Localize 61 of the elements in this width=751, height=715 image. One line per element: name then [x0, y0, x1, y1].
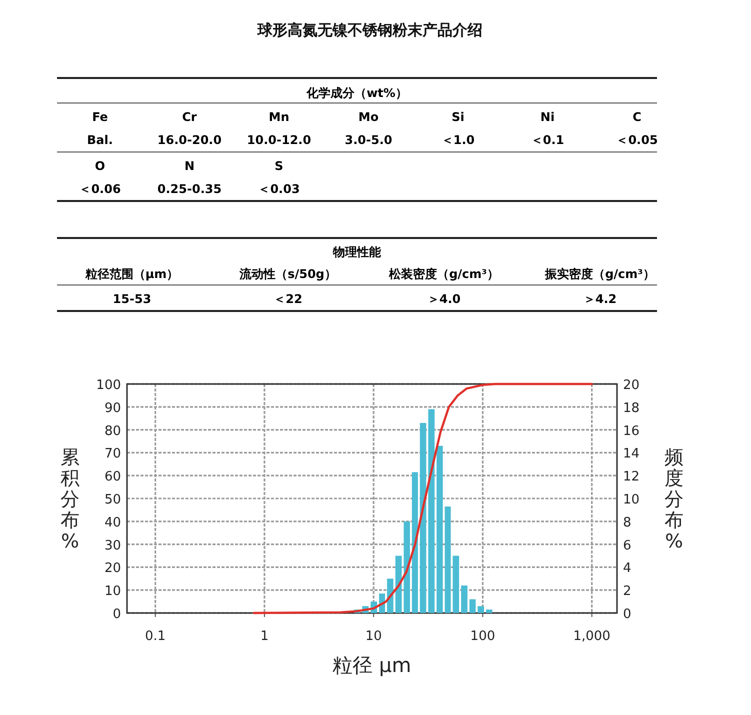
y-tick-label: 40: [104, 515, 121, 530]
x-axis-title: 粒径 μm: [332, 653, 412, 677]
y-tick-label: 0: [112, 607, 121, 622]
text: 粒径范围（μm）: [84, 267, 179, 281]
y2-tick-label: 16: [623, 424, 640, 439]
text: 流动性（s/50g）: [238, 267, 336, 281]
x-tick-label: 1,000: [573, 629, 610, 644]
y2-tick-label: 12: [623, 470, 640, 485]
text: 3.0-5.0: [344, 133, 392, 147]
y2-axis-title: 频度分布%: [664, 446, 684, 552]
y2-tick-label: 8: [623, 515, 632, 530]
text: Mo: [358, 110, 379, 124]
text: Bal.: [87, 133, 113, 147]
text: S: [274, 159, 284, 173]
y2-tick-label: 2: [623, 584, 632, 600]
y-tick-label: 70: [104, 446, 121, 462]
text: ＞4.2: [583, 292, 617, 306]
text: 0.25-0.35: [157, 182, 222, 196]
text: Si: [452, 110, 464, 124]
x-tick-label: 1: [260, 629, 269, 644]
text: 松装密度（g/cm³）: [388, 267, 499, 281]
y2-tick-label: 6: [623, 538, 632, 554]
text: ＜0.1: [530, 133, 564, 147]
text: ＜0.06: [79, 182, 121, 196]
x-tick-label: 10: [365, 629, 382, 644]
y-axis-title: 累积分布%: [60, 446, 80, 552]
text: O: [94, 159, 106, 173]
text: ＜22: [274, 292, 302, 306]
text: 球形高氮无镍不锈钢粉末产品介绍: [256, 21, 482, 39]
text: ＜0.03: [258, 182, 300, 196]
y2-tick-label: 18: [623, 400, 640, 416]
y2-tick-label: 4: [623, 561, 632, 576]
text: ＜1.0: [441, 133, 475, 147]
text: ＜0.05: [616, 133, 658, 147]
text: ＞4.0: [427, 292, 461, 306]
y-tick-label: 20: [104, 561, 121, 576]
text: 振实密度（g/cm³）: [544, 267, 655, 281]
text: 15-53: [112, 292, 152, 306]
x-tick-label: 0.1: [144, 629, 166, 644]
y-tick-label: 50: [104, 492, 121, 508]
y-tick-label: 10: [104, 584, 121, 600]
y2-tick-label: 20: [623, 378, 640, 393]
y-tick-label: 80: [104, 424, 121, 439]
text: C: [632, 110, 642, 124]
text: Mn: [268, 110, 290, 124]
text: N: [184, 159, 195, 173]
text: 16.0-20.0: [157, 133, 222, 147]
text: 物理性能: [332, 245, 382, 259]
y-tick-label: 30: [104, 538, 121, 554]
x-tick-label: 100: [470, 629, 496, 644]
y-tick-label: 100: [96, 378, 121, 393]
text: Ni: [540, 110, 555, 124]
y-tick-label: 60: [104, 470, 121, 485]
y2-tick-label: 0: [623, 607, 632, 622]
y-tick-label: 90: [104, 400, 121, 416]
text: Fe: [92, 110, 108, 124]
y2-tick-label: 14: [623, 446, 640, 462]
y2-tick-label: 10: [623, 492, 640, 508]
text: Cr: [182, 110, 197, 124]
text: 化学成分（wt%）: [306, 86, 408, 100]
text: 10.0-12.0: [246, 133, 312, 147]
